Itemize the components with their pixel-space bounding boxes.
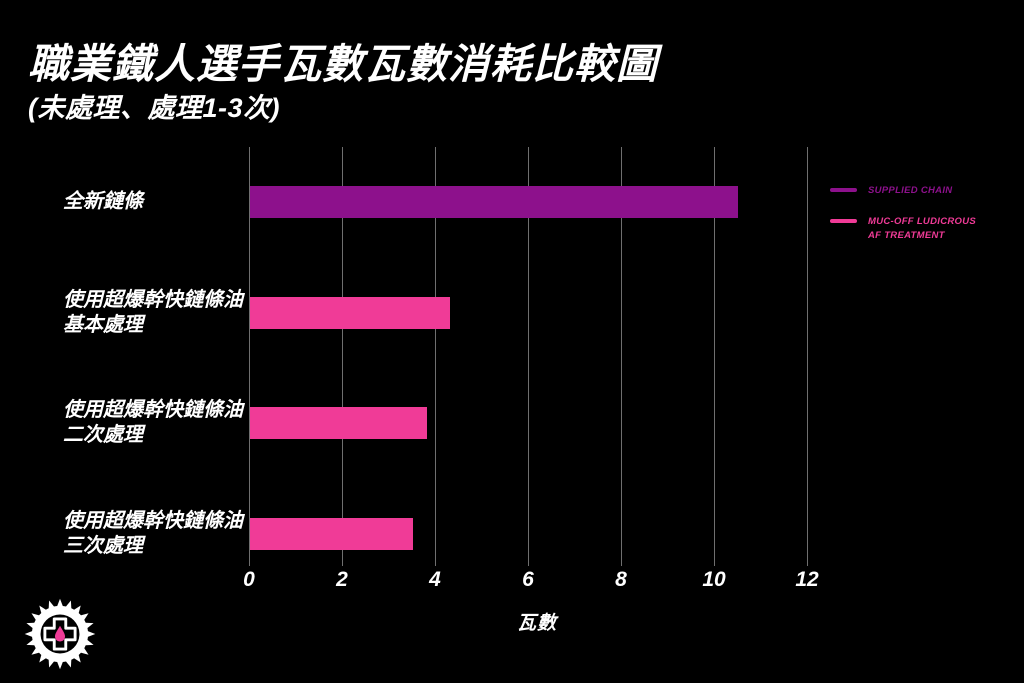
legend-swatch-purple [830,188,857,192]
chart-subtitle: (未處理、處理1-3次) [28,93,281,123]
muc-off-gear-logo-icon [24,598,96,670]
legend-swatch-pink [830,218,857,223]
x-tick-label: 8 [615,568,627,591]
axis-tick [528,558,529,566]
category-label: 使用超爆幹快鏈條油 二次處理 [63,399,243,446]
droplet-icon [54,625,66,642]
category-label: 使用超爆幹快鏈條油 基本處理 [63,289,243,336]
x-tick-label: 2 [336,568,348,591]
bar-4 [250,518,413,550]
gridline [714,147,715,558]
x-tick-label: 10 [702,568,726,591]
gridline [435,147,436,558]
bar-1 [250,186,738,218]
x-tick-label: 12 [795,568,819,591]
gridline [807,147,808,558]
x-tick-label: 0 [243,568,255,591]
gridline [528,147,529,558]
gridline [621,147,622,558]
gridline [249,147,250,558]
chart-title: 職業鐵人選手瓦數瓦數消耗比較圖 [28,41,658,87]
axis-tick [435,558,436,566]
axis-tick [714,558,715,566]
bar-3 [250,407,427,439]
category-label: 使用超爆幹快鏈條油 三次處理 [63,510,243,557]
plot-area: 0 2 4 6 8 10 12 [243,147,825,591]
legend-item-muc-off-treatment: MUC-OFF LUDICROUS AF TREATMENT [830,215,980,244]
axis-tick [342,558,343,566]
legend: SUPPLIED CHAIN MUC-OFF LUDICROUS AF TREA… [830,184,980,244]
legend-label: SUPPLIED CHAIN [868,185,953,196]
legend-label: MUC-OFF LUDICROUS AF TREATMENT [868,215,977,242]
category-label: 全新鏈條 [63,190,143,213]
x-axis-title: 瓦數 [516,613,557,634]
axis-tick [249,558,250,566]
x-tick-label: 4 [429,568,441,591]
axis-tick [807,558,808,566]
bar-2 [250,297,450,329]
axis-tick [621,558,622,566]
x-tick-label: 6 [522,568,534,591]
gridline [342,147,343,558]
legend-item-supplied-chain: SUPPLIED CHAIN [830,184,980,199]
